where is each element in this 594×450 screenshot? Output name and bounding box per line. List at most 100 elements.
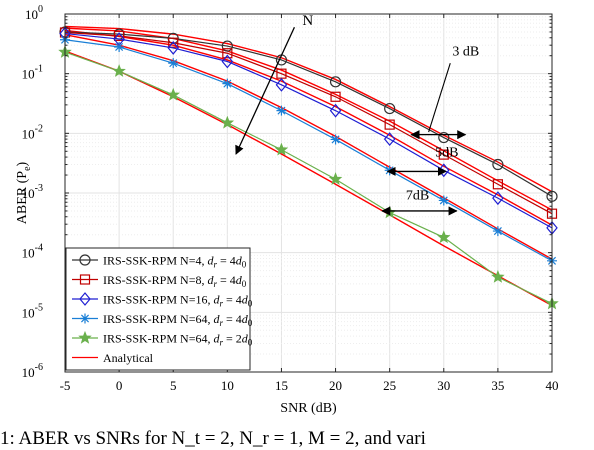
- legend-label-prefix: IRS-SSK-RPM N=64,: [103, 332, 213, 346]
- annotation-label: 3 dB: [452, 45, 479, 60]
- axes: -5 0 5 10 15 20 25 30 35 4010-610-510-410-310-210…: [15, 4, 559, 416]
- star-marker: [112, 64, 126, 77]
- star-marker: [437, 230, 451, 244]
- legend-var-sub: r: [213, 279, 217, 289]
- circle-marker: [221, 40, 233, 52]
- square-marker: [79, 274, 91, 285]
- square-marker: [168, 37, 179, 48]
- y-tick-exponent: -4: [35, 243, 43, 254]
- y-axis-label-close: ): [15, 161, 30, 166]
- series-line: [64, 39, 553, 262]
- asterisk-marker: [276, 105, 287, 116]
- square-marker: [114, 30, 125, 41]
- legend-label-prefix: IRS-SSK-RPM N=4,: [103, 254, 207, 268]
- legend-label: IRS-SSK-RPM N=64, dr = 4d0: [103, 312, 253, 328]
- asterisk-marker: [114, 41, 125, 52]
- analytical-line: [64, 34, 553, 260]
- annotation-label: N: [302, 13, 313, 29]
- circle-marker: [492, 158, 504, 171]
- legend-var: d: [213, 312, 220, 326]
- annotation-label: 5dB: [435, 145, 458, 160]
- series-line: [64, 31, 553, 197]
- y-tick-exponent: 0: [38, 4, 43, 15]
- y-tick-label: 100: [25, 4, 43, 22]
- asterisk-marker: [222, 78, 233, 89]
- x-tick-label: 0: [116, 378, 123, 393]
- star-marker: [220, 115, 235, 129]
- legend-tail: d: [236, 273, 243, 287]
- legend-label-prefix: IRS-SSK-RPM N=64,: [103, 312, 213, 326]
- y-tick-base: 10: [22, 186, 35, 201]
- x-tick-label: 10: [221, 378, 234, 393]
- legend-tail: d: [242, 293, 249, 307]
- legend-label: IRS-SSK-RPM N=64, dr = 2d0: [103, 332, 253, 348]
- y-tick-exponent: -6: [35, 362, 43, 373]
- analytical-line: [64, 27, 553, 211]
- square-marker: [384, 119, 395, 130]
- legend-mid: = 4: [223, 293, 242, 307]
- annotations: N 3 dB 5dB 7dB: [235, 13, 479, 216]
- legend-item-irs-ssk-rpm-n-8-d-r-4d-0: IRS-SSK-RPM N=8, dr = 4d0: [72, 273, 247, 289]
- legend-label-prefix: Analytical: [103, 351, 154, 365]
- legend-tail-sub: 0: [248, 318, 253, 328]
- x-tick-label: 20: [329, 378, 342, 393]
- x-tick-label: 5: [170, 378, 177, 393]
- y-tick-label: 10-6: [22, 362, 43, 380]
- asterisk-marker: [168, 58, 179, 69]
- asterisk-marker: [330, 134, 341, 145]
- x-tick-label: 40: [546, 378, 559, 393]
- legend-var-sub: r: [213, 260, 217, 270]
- series-analytical: [64, 25, 553, 307]
- legend-item-irs-ssk-rpm-n-64-d-r-4d-0: IRS-SSK-RPM N=64, dr = 4d0: [72, 312, 253, 328]
- star-marker: [328, 172, 343, 185]
- legend-label: IRS-SSK-RPM N=16, dr = 4d0: [103, 293, 253, 309]
- legend-tail-sub: 0: [248, 299, 253, 309]
- annotation-leader: [428, 62, 451, 133]
- legend-tail-sub: 0: [242, 279, 247, 289]
- circle-marker: [79, 254, 91, 266]
- legend-item-analytical: Analytical: [72, 351, 154, 365]
- square-marker: [330, 91, 341, 102]
- circle-marker: [384, 102, 396, 115]
- legend-mid: = 4: [217, 273, 236, 287]
- square-marker: [492, 179, 503, 190]
- y-tick-base: 10: [22, 67, 35, 82]
- x-tick-label: -5: [60, 378, 71, 393]
- y-tick-base: 10: [22, 305, 35, 320]
- y-tick-exponent: -1: [35, 64, 43, 75]
- y-axis-label-sub: e: [22, 166, 33, 171]
- y-tick-exponent: -2: [35, 123, 43, 134]
- analytical-line: [64, 50, 553, 307]
- legend-tail: d: [242, 312, 249, 326]
- annotation-3-db: 3 dB: [410, 45, 479, 140]
- square-marker: [438, 149, 449, 160]
- y-tick-label: 10-2: [22, 123, 43, 141]
- legend-label-prefix: IRS-SSK-RPM N=16,: [103, 293, 213, 307]
- annotation-arrow: [235, 26, 296, 155]
- asterisk-marker: [384, 165, 395, 176]
- legend-var-sub: r: [219, 318, 223, 328]
- diamond-marker: [492, 191, 504, 206]
- asterisk-marker: [80, 313, 90, 324]
- x-tick-label: 35: [491, 378, 504, 393]
- x-tick-label: 25: [383, 378, 396, 393]
- diamond-marker: [221, 54, 234, 69]
- y-tick-base: 10: [25, 7, 38, 22]
- diamond-marker: [79, 292, 91, 306]
- annotation-n: N: [235, 13, 313, 155]
- x-tick-label: 30: [437, 378, 450, 393]
- legend-tail-sub: 0: [248, 338, 253, 348]
- legend-mid: = 4: [217, 254, 236, 268]
- legend-var-sub: r: [219, 338, 223, 348]
- legend-var: d: [213, 293, 220, 307]
- star-marker: [274, 142, 289, 156]
- annotation-5db: 5dB: [386, 145, 458, 176]
- legend-mid: = 2: [223, 332, 242, 346]
- star-marker: [78, 330, 92, 344]
- legend-mid: = 4: [223, 312, 242, 326]
- y-axis-label-main: ABER (P: [15, 171, 30, 225]
- legend-label: Analytical: [103, 351, 154, 365]
- legend-var-sub: r: [219, 299, 223, 309]
- legend-tail: d: [242, 332, 249, 346]
